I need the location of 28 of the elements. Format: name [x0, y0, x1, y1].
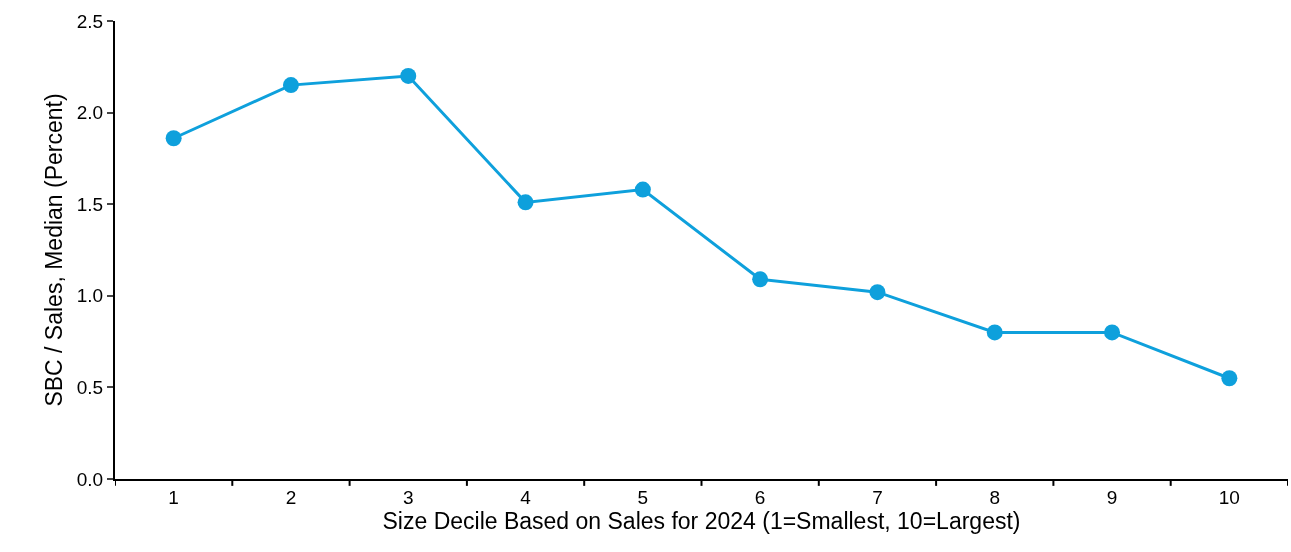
point [1221, 370, 1238, 387]
y-tick-label: 2.0 [76, 102, 104, 124]
y-tick-label: 2.5 [76, 10, 104, 32]
point [752, 271, 769, 288]
x-axis-title: Size Decile Based on Sales for 2024 (1=Smallest, 10=Largest) [382, 507, 1021, 534]
point [282, 77, 299, 94]
y-tick-label: 1.5 [76, 193, 104, 215]
point [165, 130, 182, 147]
x-tick-label: 9 [1106, 486, 1118, 508]
point [400, 67, 417, 84]
y-tick-label: 0.5 [76, 377, 104, 399]
x-tick-label: 7 [872, 486, 883, 508]
x-tick-label: 3 [402, 486, 414, 508]
point [517, 194, 534, 211]
x-tick-label: 2 [285, 486, 297, 508]
point [1104, 324, 1121, 341]
x-tick-label: 10 [1218, 486, 1240, 508]
x-tick-label: 4 [520, 486, 532, 508]
point [986, 324, 1003, 341]
point [634, 181, 651, 198]
point [869, 284, 886, 301]
x-tick-label: 1 [168, 486, 179, 508]
y-axis-title: SBC / Sales, Median (Percent) [40, 93, 67, 407]
x-tick-label: 8 [989, 486, 1001, 508]
y-tick-label: 1.0 [76, 285, 104, 307]
y-tick-label: 0.0 [76, 468, 104, 490]
x-tick-label: 5 [637, 486, 649, 508]
x-tick-label: 6 [754, 486, 766, 508]
